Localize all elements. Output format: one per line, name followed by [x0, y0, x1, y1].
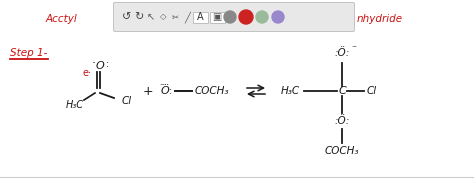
Text: ↖: ↖	[147, 12, 155, 22]
Text: O: O	[96, 61, 104, 71]
Text: ✂: ✂	[172, 12, 179, 22]
Text: ↻: ↻	[134, 12, 144, 22]
Circle shape	[239, 10, 253, 24]
Text: ⁻: ⁻	[351, 44, 356, 54]
Text: ╱: ╱	[184, 11, 190, 23]
Text: nhydride: nhydride	[357, 14, 403, 24]
Text: COCH₃: COCH₃	[325, 146, 359, 156]
Text: H₃C: H₃C	[281, 86, 300, 96]
Circle shape	[256, 11, 268, 23]
Text: Ö: Ö	[161, 86, 169, 96]
Text: ◇: ◇	[160, 12, 166, 22]
Text: A: A	[197, 12, 203, 22]
Text: e·: e·	[82, 68, 91, 78]
Circle shape	[272, 11, 284, 23]
Text: ⁻: ⁻	[159, 82, 164, 92]
Text: ·: ·	[92, 57, 96, 70]
Text: C: C	[338, 86, 346, 96]
Text: Step 1-: Step 1-	[10, 48, 47, 58]
FancyBboxPatch shape	[192, 11, 208, 23]
Circle shape	[224, 11, 236, 23]
Text: Acctyl: Acctyl	[45, 14, 77, 24]
Text: ▣: ▣	[212, 12, 222, 22]
Text: :: :	[169, 86, 173, 96]
Text: :: :	[105, 59, 109, 69]
Text: COCH₃: COCH₃	[195, 86, 229, 96]
FancyBboxPatch shape	[210, 11, 225, 23]
Text: H₃C: H₃C	[66, 100, 84, 110]
Text: Cl: Cl	[122, 96, 132, 106]
FancyBboxPatch shape	[113, 2, 355, 32]
Text: :Ö:: :Ö:	[334, 48, 350, 58]
Text: ↺: ↺	[122, 12, 132, 22]
Text: +: +	[143, 84, 153, 97]
Text: Cl: Cl	[367, 86, 377, 96]
Text: :Ö:: :Ö:	[334, 116, 350, 126]
